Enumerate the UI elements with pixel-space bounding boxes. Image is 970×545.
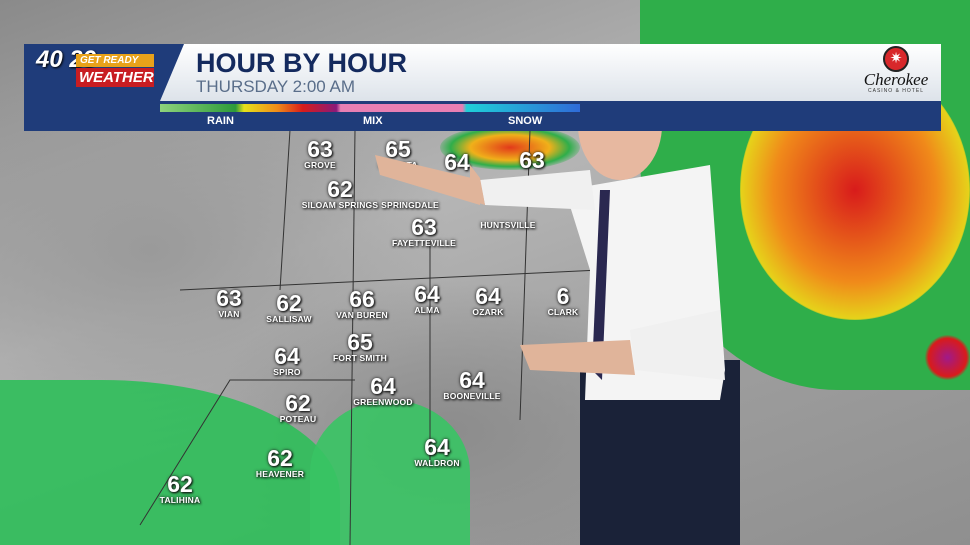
city-name: SPRINGDALE [381,200,439,210]
city-temp: 65 [347,329,373,355]
star-icon: ✷ [883,46,909,72]
city-temp: 66 [349,286,375,312]
city-temp: 62 [285,390,311,416]
logo-brand: WEATHER [76,68,154,87]
city-temp: 62 [267,445,293,471]
city-name: HUNTSVILLE [480,220,536,230]
city-temp: 64 [424,434,450,460]
city-temp: 64 [444,149,470,175]
city-temp: 62 [276,290,302,316]
heavy-rain-core [925,335,970,380]
city-temp: 62 [327,176,353,202]
city-name: FAYETTEVILLE [392,238,456,248]
city-temp: 63 [307,136,333,162]
city-name: BOONEVILLE [443,391,501,401]
city-temp: 62 [167,471,193,497]
legend-snow: SNOW [508,115,543,127]
city-temp: 64 [274,343,300,369]
sponsor-logo: ✷ Cherokee CASINO & HOTEL [855,46,937,94]
sponsor-name: Cherokee [863,70,929,89]
city-name: TALIHINA [159,495,201,505]
station-logo: 40 29 GET READY WEATHER [36,48,161,95]
city-name: VAN BUREN [336,310,388,320]
city-grove: 63 GROVE [304,136,336,171]
city-name: HEAVENER [255,469,305,479]
city-spiro: 64 SPIRO [273,343,301,378]
city-temp: 65 [385,136,411,162]
city-name: GREENWOOD [353,397,413,407]
city-booneville: 64 BOONEVILLE [443,367,501,402]
city-temp: 64 [459,367,485,393]
city-fayetteville: 63 FAYETTEVILLE [392,214,456,249]
city-alma: 64 ALMA [414,281,440,316]
page-title: HOUR BY HOUR [196,48,408,78]
rain-area-south [310,400,470,545]
city-name: SPIRO [273,367,301,377]
city-temp: 63 [519,147,545,173]
city-clarksville: 6 CLARK [547,283,579,318]
city-name: POTEAU [279,414,317,424]
city-name: CLARK [547,307,579,317]
city-name: WALDRON [414,458,460,468]
city-siloam-springs: 62 SILOAM SPRINGS [301,176,379,211]
city-poteau: 62 POTEAU [279,390,317,425]
city-temp: 6 [556,283,570,309]
city-temp: 64 [370,373,396,399]
city-springdale: SPRINGDALE [381,180,439,210]
city-greenwood: 64 GREENWOOD [353,373,413,408]
forecast-time: THURSDAY 2:00 AM [196,77,356,96]
pointing-arm [375,155,480,205]
city-name: GROVE [304,160,336,170]
city-name: VIAN [218,309,240,319]
city-waldron: 64 WALDRON [414,434,460,469]
hour-by-hour-banner: 40 29 GET READY WEATHER HOUR BY HOUR THU… [24,44,941,131]
city-temp: 63 [411,214,437,240]
city-fort-smith: 65 FORT SMITH [333,329,387,364]
city-vian: 63 VIAN [216,285,242,320]
city-temp: 63 [216,285,242,311]
city-temp: 64 [414,281,440,307]
city-huntsville: HUNTSVILLE [480,200,535,230]
city-eureka-springs: 63 [519,147,545,173]
city-temp: 64 [475,283,501,309]
city-name: ALMA [414,305,440,315]
legend-rain: RAIN [207,115,234,127]
logo-tagline: GET READY [76,54,154,67]
city-sallisaw: 62 SALLISAW [266,290,312,325]
city-name: OZARK [472,307,504,317]
meteorologist [470,70,740,545]
legend-mix: MIX [363,115,383,127]
city-temp-64: 64 [444,149,470,175]
city-name: SALLISAW [266,314,312,324]
rain-cluster-north [440,125,580,170]
city-name: SILOAM SPRINGS [301,200,379,210]
sponsor-sub: CASINO & HOTEL [868,88,924,94]
city-van-buren: 66 VAN BUREN [336,286,388,321]
city-ozark: 64 OZARK [472,283,504,318]
city-talihina: 62 TALIHINA [159,471,201,506]
city-name: FORT SMITH [333,353,387,363]
banner-title-panel [160,44,941,101]
precip-color-scale [160,104,580,112]
city-heavener: 62 HEAVENER [255,445,305,480]
